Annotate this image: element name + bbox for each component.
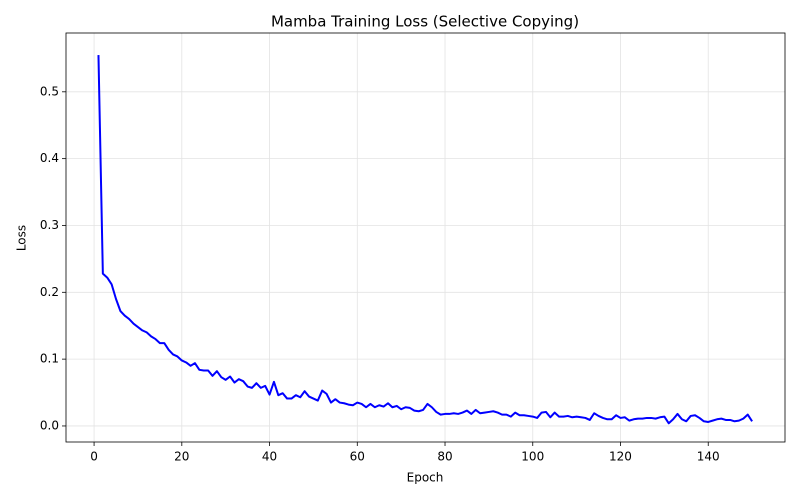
x-tick-label: 60 <box>350 450 365 464</box>
plot-frame <box>65 32 786 443</box>
y-tick-label: 0.0 <box>40 418 59 432</box>
x-tick-label: 40 <box>262 450 277 464</box>
y-axis-label: Loss <box>15 225 29 251</box>
y-tick-label: 0.5 <box>40 84 59 98</box>
x-tick-label: 80 <box>437 450 452 464</box>
y-tick-label: 0.3 <box>40 218 59 232</box>
y-tick-label: 0.2 <box>40 285 59 299</box>
x-tick-label: 140 <box>697 450 720 464</box>
x-axis-label: Epoch <box>407 471 444 485</box>
x-tick-label: 100 <box>521 450 544 464</box>
y-tick-label: 0.1 <box>40 352 59 366</box>
x-tick-label: 120 <box>609 450 632 464</box>
y-tick-label: 0.4 <box>40 151 59 165</box>
loss-line <box>97 55 753 425</box>
x-tick-label: 0 <box>90 450 98 464</box>
x-tick-label: 20 <box>174 450 189 464</box>
chart-title: Mamba Training Loss (Selective Copying) <box>271 13 579 31</box>
